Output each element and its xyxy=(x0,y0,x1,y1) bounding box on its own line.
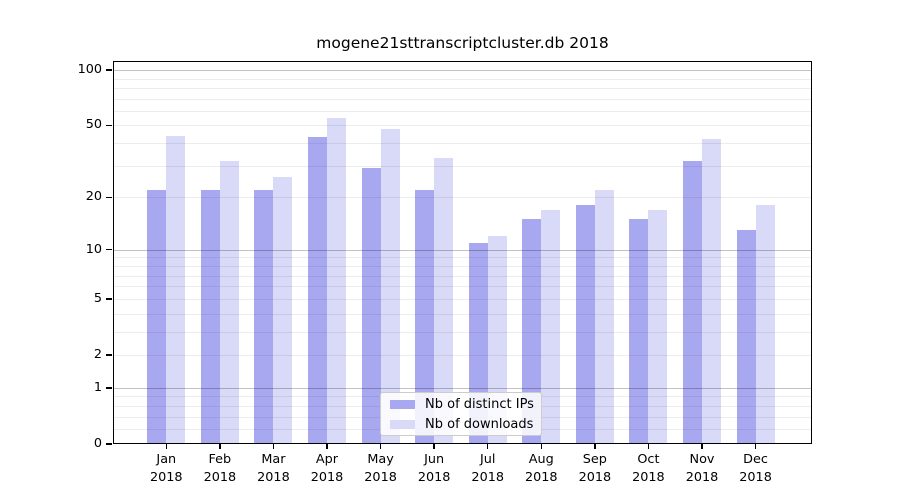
x-tick-label: Jun 2018 xyxy=(417,452,451,485)
x-tick-mark xyxy=(647,444,650,449)
y-tick-mark xyxy=(106,196,112,199)
bar-downloads-jan xyxy=(166,135,186,444)
x-tick-mark xyxy=(379,444,382,449)
gridline-minor xyxy=(113,197,812,199)
y-tick-label: 1 xyxy=(93,379,102,395)
legend: Nb of distinct IPs Nb of downloads xyxy=(380,392,542,436)
bar-downloads-nov xyxy=(702,139,721,444)
legend-label-distinct-ips: Nb of distinct IPs xyxy=(425,396,534,412)
y-tick-label: 0 xyxy=(93,436,102,451)
bar-ips-sep xyxy=(575,205,595,444)
bar-downloads-feb xyxy=(219,160,239,444)
x-tick-mark xyxy=(754,444,757,449)
bar-downloads-dec xyxy=(755,205,775,444)
x-tick-label: Mar 2018 xyxy=(257,452,290,485)
bar-ips-aug xyxy=(522,219,542,444)
bar-ips-may xyxy=(361,168,381,444)
x-tick-mark xyxy=(594,444,596,449)
x-tick-mark xyxy=(272,444,275,449)
gridline-minor xyxy=(113,110,812,112)
y-tick-label: 5 xyxy=(93,290,102,306)
gridline-minor xyxy=(113,87,812,89)
gridline-minor xyxy=(113,298,812,300)
y-tick-label: 10 xyxy=(85,241,102,257)
x-tick-label: Dec 2018 xyxy=(739,452,772,485)
y-tick-label: 2 xyxy=(93,346,102,362)
bar-ips-mar xyxy=(254,189,274,444)
y-tick-label: 20 xyxy=(85,189,102,205)
gridline-minor xyxy=(113,286,812,288)
bar-downloads-apr xyxy=(327,117,346,444)
y-tick-mark xyxy=(106,387,112,389)
x-tick-mark xyxy=(701,444,703,449)
y-tick-label: 100 xyxy=(77,62,102,78)
bar-downloads-sep xyxy=(594,189,614,444)
bar-ips-jan xyxy=(147,189,167,444)
gridline-minor xyxy=(113,354,812,356)
y-tick-mark xyxy=(106,354,112,356)
gridline-major xyxy=(113,249,812,251)
y-tick-mark xyxy=(106,298,112,300)
gridline-minor xyxy=(113,78,812,80)
x-tick-label: Oct 2018 xyxy=(632,452,665,485)
x-tick-label: Jan 2018 xyxy=(150,452,183,485)
bar-ips-oct xyxy=(629,219,649,444)
gridline-minor xyxy=(113,125,812,127)
legend-swatch-distinct-ips xyxy=(390,399,415,409)
y-tick-label: 50 xyxy=(85,117,102,133)
gridline-minor xyxy=(113,313,812,315)
x-tick-mark xyxy=(540,444,543,449)
gridline-minor xyxy=(113,265,812,267)
gridline-minor xyxy=(113,98,812,100)
bar-downloads-mar xyxy=(273,176,293,444)
bar-ips-apr xyxy=(308,137,327,444)
x-tick-mark xyxy=(486,444,489,449)
bar-downloads-aug xyxy=(541,209,561,444)
x-tick-mark xyxy=(165,444,168,449)
y-tick-mark xyxy=(106,69,112,71)
chart-title: mogene21sttranscriptcluster.db 2018 xyxy=(316,34,609,52)
y-tick-mark xyxy=(106,443,112,445)
gridline-major xyxy=(113,70,812,72)
x-tick-label: Apr 2018 xyxy=(310,452,344,485)
gridline-minor xyxy=(113,331,812,333)
x-tick-mark xyxy=(433,444,435,449)
gridline-minor xyxy=(113,257,812,259)
bar-ips-feb xyxy=(200,189,220,444)
bar-downloads-oct xyxy=(648,209,668,444)
bar-downloads-may xyxy=(380,128,400,444)
gridline-major xyxy=(113,387,812,390)
legend-item-distinct-ips: Nb of distinct IPs xyxy=(390,397,541,412)
bar-downloads-jun xyxy=(434,158,454,444)
x-tick-label: May 2018 xyxy=(364,452,397,485)
plot-area xyxy=(113,61,812,444)
legend-item-downloads: Nb of downloads xyxy=(390,417,541,432)
x-tick-label: Jul 2018 xyxy=(471,452,504,485)
bar-ips-jun xyxy=(415,189,435,444)
x-tick-label: Nov 2018 xyxy=(685,452,719,485)
gridline-minor xyxy=(113,275,812,277)
gridline-minor xyxy=(113,165,812,167)
x-tick-mark xyxy=(219,444,221,449)
x-tick-label: Feb 2018 xyxy=(203,452,237,485)
legend-label-downloads: Nb of downloads xyxy=(425,416,534,432)
x-tick-mark xyxy=(326,444,328,449)
x-tick-label: Sep 2018 xyxy=(578,452,612,485)
bar-ips-nov xyxy=(683,160,702,444)
y-tick-mark xyxy=(106,124,112,127)
gridline-minor xyxy=(113,143,812,145)
legend-swatch-downloads xyxy=(390,419,415,429)
y-tick-mark xyxy=(106,248,112,251)
bar-ips-dec xyxy=(736,230,756,444)
x-tick-label: Aug 2018 xyxy=(524,452,558,485)
